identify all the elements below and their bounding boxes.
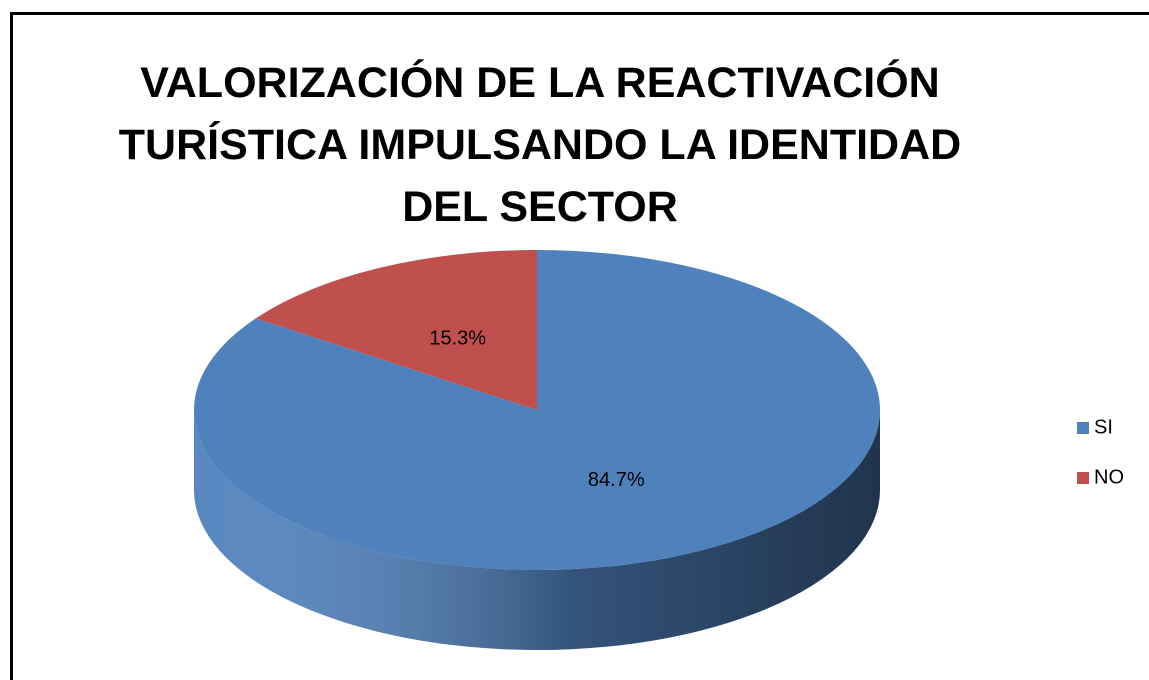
legend-label: NO bbox=[1094, 466, 1124, 488]
pie-side-shade bbox=[194, 410, 880, 650]
data-label: 15.3% bbox=[429, 327, 486, 349]
chart-frame bbox=[10, 12, 1149, 680]
legend-swatch bbox=[1077, 422, 1089, 434]
legend-label: SI bbox=[1094, 416, 1113, 438]
chart-title: VALORIZACIÓN DE LA REACTIVACIÓN TURÍSTIC… bbox=[118, 59, 962, 231]
data-label: 84.7% bbox=[588, 469, 645, 491]
pie-slice bbox=[255, 250, 538, 410]
legend-swatch bbox=[1077, 472, 1089, 484]
